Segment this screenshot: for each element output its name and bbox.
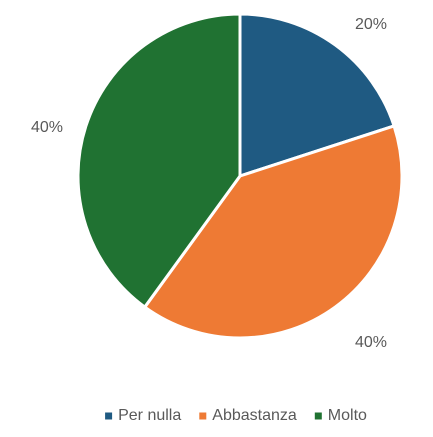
legend: Per nulla Abbastanza Molto — [105, 407, 367, 424]
legend-marker — [105, 412, 113, 420]
legend-label: Per nulla — [118, 407, 181, 424]
pie-slice-per-nulla — [238, 12, 396, 178]
slices-layer — [76, 12, 404, 340]
legend-item-abbastanza: Abbastanza — [199, 407, 297, 424]
legend-item-molto: Molto — [314, 407, 367, 424]
pie-slice-abbastanza — [143, 124, 404, 340]
data-label-abbastanza: 40% — [355, 334, 387, 351]
legend-marker — [314, 412, 322, 420]
legend-label: Molto — [328, 407, 367, 424]
data-labels-layer: 20% 40% 40% — [31, 16, 387, 351]
legend-marker — [199, 412, 207, 420]
data-label-per-nulla: 20% — [355, 16, 387, 33]
pie-slice-molto — [76, 12, 242, 309]
data-label-molto: 40% — [31, 119, 63, 136]
legend-label: Abbastanza — [212, 407, 297, 424]
legend-item-per-nulla: Per nulla — [105, 407, 181, 424]
